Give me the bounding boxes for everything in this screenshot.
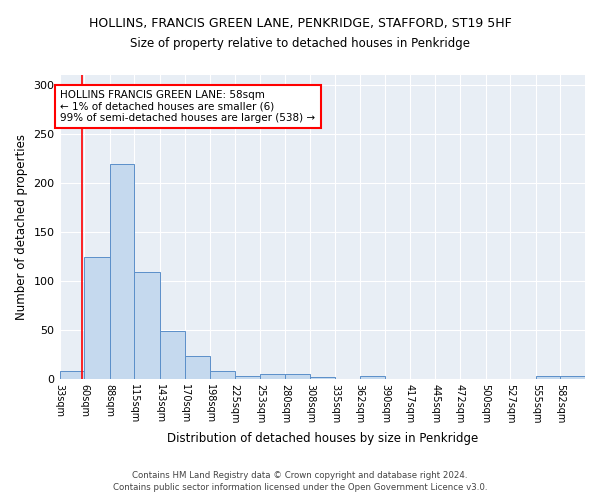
Text: Size of property relative to detached houses in Penkridge: Size of property relative to detached ho… [130, 38, 470, 51]
Bar [210, 372, 235, 380]
Bar [260, 374, 285, 380]
Bar [560, 376, 585, 380]
Bar [536, 376, 560, 380]
Text: HOLLINS, FRANCIS GREEN LANE, PENKRIDGE, STAFFORD, ST19 5HF: HOLLINS, FRANCIS GREEN LANE, PENKRIDGE, … [89, 18, 511, 30]
Bar [84, 256, 110, 380]
Bar [310, 378, 335, 380]
Bar [359, 376, 385, 380]
Text: Contains HM Land Registry data © Crown copyright and database right 2024.: Contains HM Land Registry data © Crown c… [132, 471, 468, 480]
Bar [110, 164, 134, 380]
Y-axis label: Number of detached properties: Number of detached properties [15, 134, 28, 320]
Text: Contains public sector information licensed under the Open Government Licence v3: Contains public sector information licen… [113, 484, 487, 492]
Bar [160, 331, 185, 380]
Bar [59, 372, 84, 380]
Bar [285, 374, 310, 380]
Bar [185, 356, 210, 380]
Text: HOLLINS FRANCIS GREEN LANE: 58sqm
← 1% of detached houses are smaller (6)
99% of: HOLLINS FRANCIS GREEN LANE: 58sqm ← 1% o… [61, 90, 316, 123]
Bar [235, 376, 260, 380]
Bar [134, 272, 160, 380]
X-axis label: Distribution of detached houses by size in Penkridge: Distribution of detached houses by size … [167, 432, 478, 445]
